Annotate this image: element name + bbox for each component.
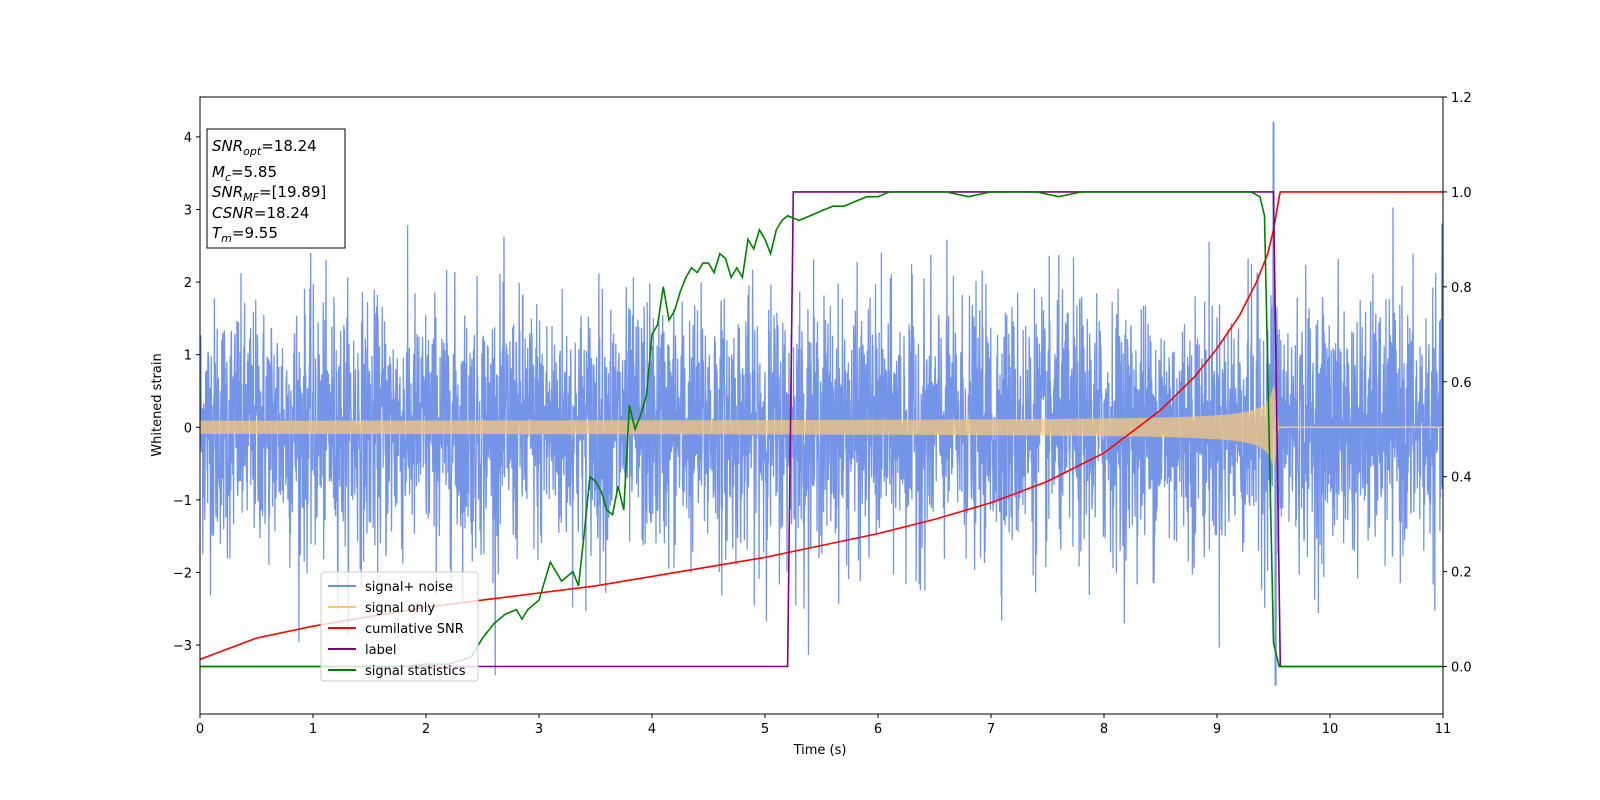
- x-tick-label: 1: [309, 722, 317, 737]
- y-tick-label: −1: [173, 494, 192, 509]
- legend-label: cumilative SNR: [365, 622, 464, 637]
- y2-axis: 0.0 0.2 0.4 0.6 0.8 1.0 1.2: [1443, 91, 1472, 676]
- x-tick-label: 4: [648, 722, 656, 737]
- y2-tick-label: 0.8: [1451, 281, 1472, 296]
- y2-tick-label: 0.4: [1451, 471, 1472, 486]
- y2-tick-label: 0.0: [1451, 661, 1472, 676]
- series-signal-only: [200, 384, 1280, 470]
- y-tick-label: 3: [184, 204, 192, 219]
- info-line: SNRMF=[19.89]: [212, 183, 326, 204]
- legend-label: signal only: [365, 601, 435, 616]
- info-line: CSNR=18.24: [212, 204, 309, 222]
- x-tick-label: 8: [1100, 722, 1108, 737]
- y-tick-label: 4: [184, 131, 192, 146]
- y2-tick-label: 1.0: [1451, 186, 1472, 201]
- info-line: SNRopt=18.24: [212, 137, 317, 158]
- legend: signal+ noise signal only cumilative SNR la…: [320, 571, 479, 682]
- x-tick-label: 5: [761, 722, 769, 737]
- y2-tick-label: 0.2: [1451, 566, 1472, 581]
- x-tick-label: 7: [987, 722, 995, 737]
- info-line: Mc=5.85: [212, 163, 277, 184]
- x-tick-label: 0: [196, 722, 204, 737]
- legend-label: label: [365, 643, 396, 658]
- info-box: SNRopt=18.24 Mc=5.85SNRMF=[19.89]CSNR=18.…: [206, 128, 346, 249]
- plot-frame: [199, 96, 1444, 715]
- x-tick-label: 11: [1435, 722, 1452, 737]
- info-box-frame: [206, 128, 346, 249]
- legend-label: signal+ noise: [365, 580, 453, 595]
- x-tick-label: 9: [1213, 722, 1221, 737]
- x-tick-label: 6: [874, 722, 882, 737]
- y-tick-label: −2: [173, 566, 192, 581]
- y-tick-label: 2: [184, 276, 192, 291]
- y-axis: −3 −2 −1 0 1 2 3 4: [173, 131, 200, 654]
- legend-label: signal statistics: [365, 664, 466, 679]
- y-tick-label: −3: [173, 639, 192, 654]
- x-axis-label: Time (s): [793, 743, 847, 758]
- x-tick-label: 10: [1322, 722, 1339, 737]
- info-line: Tm=9.55: [212, 224, 278, 245]
- x-axis: 0 1 2 3 4 5 6 7 8 9 10 11: [196, 714, 1451, 737]
- x-tick-label: 3: [535, 722, 543, 737]
- y-axis-label: Whitened strain: [150, 353, 165, 456]
- x-tick-label: 2: [422, 722, 430, 737]
- legend-frame: [320, 571, 479, 682]
- series-signal-statistics: [200, 191, 1443, 668]
- y-tick-label: 1: [184, 349, 192, 364]
- y-tick-label: 0: [184, 421, 192, 436]
- y2-tick-label: 1.2: [1451, 91, 1472, 106]
- y2-tick-label: 0.6: [1451, 376, 1472, 391]
